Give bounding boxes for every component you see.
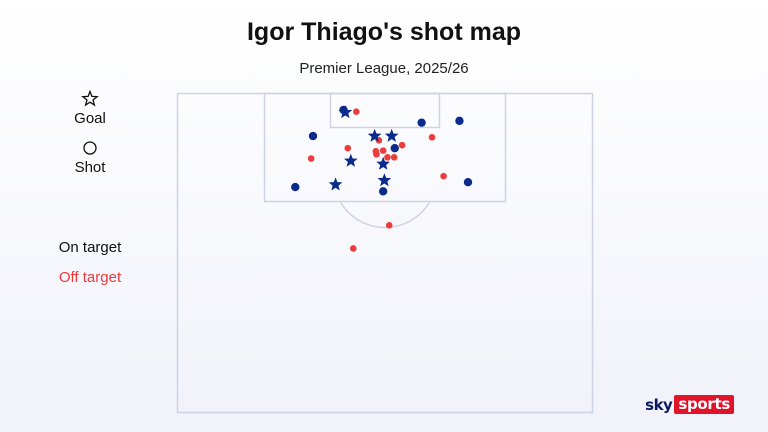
legend-on-target: On target [58,239,122,256]
legend-goal: Goal [50,90,130,127]
chart-subtitle: Premier League, 2025/26 [299,60,469,77]
goal-marker [384,128,399,142]
shot-marker [390,143,399,153]
goal-marker [328,177,343,191]
sky-sports-logo: sky sports [645,395,734,414]
shot-marker [463,178,473,187]
shot-marker [307,155,315,162]
shot-marker [353,108,360,116]
shot-marker [428,133,436,141]
shot-marker [385,222,393,229]
half-pitch-outline [176,92,594,414]
brand-sky: sky [645,395,673,414]
shot-marker [455,116,464,126]
shot-marker [308,131,318,141]
chart-title: Igor Thiago's shot map [246,18,521,46]
legend-off-target: Off target [58,269,122,286]
shot-marker [339,105,348,115]
circle-outline-icon [83,141,97,155]
penalty-arc [339,201,431,229]
shot-marker [379,147,387,154]
shot-marker [398,141,406,149]
shot-marker [378,187,388,196]
legend-shot: Shot [50,139,130,176]
shot-marker [440,172,447,180]
goal-marker [343,153,358,167]
shot-marker [417,118,426,127]
shot-marker [291,182,300,192]
legend-shot-label: Shot [74,159,106,176]
legend-goal-label: Goal [74,110,106,127]
shot-marker [344,144,352,152]
shot-marker [349,245,357,252]
six-yard-box [329,92,441,129]
brand-sports: sports [674,395,734,414]
shot-marker [384,154,391,161]
goal-marker [367,128,382,142]
shot-marker [390,154,398,161]
shot-marker [373,150,380,158]
star-outline-icon [81,90,99,107]
goal-marker [377,173,392,187]
goal-marker [376,156,391,170]
